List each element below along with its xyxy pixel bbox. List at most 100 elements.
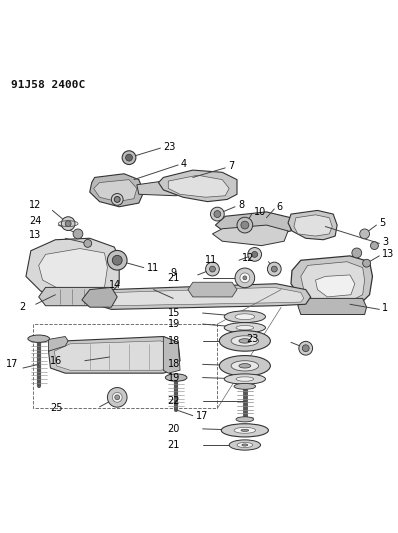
Polygon shape	[163, 336, 180, 373]
Ellipse shape	[224, 374, 265, 384]
Circle shape	[206, 262, 219, 276]
Circle shape	[209, 266, 215, 272]
Polygon shape	[213, 225, 288, 246]
Ellipse shape	[224, 311, 265, 322]
Text: 21: 21	[168, 440, 180, 450]
Text: 20: 20	[168, 424, 180, 434]
Polygon shape	[49, 336, 180, 373]
Polygon shape	[55, 341, 174, 370]
Text: 8: 8	[238, 200, 244, 211]
Polygon shape	[98, 287, 304, 306]
Text: 11: 11	[147, 263, 159, 272]
Ellipse shape	[165, 374, 187, 381]
Circle shape	[299, 341, 312, 355]
Ellipse shape	[219, 330, 270, 351]
Circle shape	[271, 266, 277, 272]
Text: 17: 17	[6, 359, 19, 369]
Text: 11: 11	[205, 255, 217, 265]
Circle shape	[360, 229, 369, 239]
Polygon shape	[137, 180, 193, 196]
Polygon shape	[94, 180, 137, 201]
Polygon shape	[82, 287, 117, 307]
Ellipse shape	[231, 361, 259, 371]
Polygon shape	[39, 248, 107, 291]
Text: 22: 22	[168, 396, 180, 406]
Text: 5: 5	[379, 218, 386, 228]
Ellipse shape	[231, 336, 259, 346]
Text: 12: 12	[242, 253, 255, 263]
Circle shape	[240, 273, 250, 283]
Ellipse shape	[235, 314, 255, 320]
Circle shape	[241, 221, 249, 229]
Polygon shape	[188, 282, 237, 297]
Text: 18: 18	[168, 336, 180, 346]
Circle shape	[214, 211, 221, 217]
Circle shape	[243, 276, 247, 280]
Ellipse shape	[229, 440, 261, 450]
Text: 17: 17	[196, 411, 208, 421]
Text: 18: 18	[168, 359, 180, 369]
Polygon shape	[90, 174, 144, 207]
Text: 2: 2	[19, 302, 25, 312]
Circle shape	[112, 392, 122, 402]
Circle shape	[61, 217, 75, 230]
Text: 7: 7	[228, 161, 234, 172]
Polygon shape	[294, 215, 332, 236]
Circle shape	[237, 217, 253, 233]
Text: 13: 13	[382, 249, 394, 260]
Ellipse shape	[224, 322, 265, 333]
Circle shape	[107, 251, 127, 270]
Circle shape	[126, 154, 133, 161]
Text: 19: 19	[168, 373, 180, 383]
Text: 15: 15	[168, 308, 180, 318]
Circle shape	[302, 345, 309, 352]
Polygon shape	[168, 175, 229, 197]
Text: 9: 9	[170, 269, 176, 278]
Circle shape	[267, 262, 281, 276]
Text: 14: 14	[109, 280, 121, 290]
Text: 19: 19	[168, 319, 180, 329]
Text: 1: 1	[382, 303, 388, 313]
Text: 3: 3	[382, 237, 388, 247]
Ellipse shape	[239, 338, 251, 343]
Polygon shape	[26, 238, 119, 298]
Circle shape	[111, 193, 123, 205]
Circle shape	[84, 239, 92, 247]
Text: 6: 6	[276, 202, 283, 212]
Text: 4: 4	[181, 158, 187, 168]
Circle shape	[371, 241, 378, 249]
Ellipse shape	[241, 429, 249, 431]
Ellipse shape	[236, 417, 254, 422]
Circle shape	[352, 248, 362, 258]
Polygon shape	[298, 298, 367, 314]
Ellipse shape	[239, 364, 251, 368]
Text: 23: 23	[246, 334, 259, 344]
Circle shape	[73, 229, 83, 239]
Ellipse shape	[234, 427, 256, 433]
Text: 23: 23	[163, 142, 176, 152]
Circle shape	[115, 395, 120, 400]
Text: 10: 10	[254, 207, 266, 217]
Ellipse shape	[234, 383, 256, 389]
Polygon shape	[316, 275, 355, 297]
Polygon shape	[301, 262, 365, 302]
Ellipse shape	[221, 424, 268, 437]
Circle shape	[112, 255, 122, 265]
Text: 13: 13	[29, 230, 41, 240]
Ellipse shape	[236, 326, 254, 330]
Polygon shape	[158, 170, 237, 201]
Text: 25: 25	[50, 403, 62, 414]
Circle shape	[65, 221, 71, 227]
Circle shape	[248, 247, 261, 261]
Polygon shape	[215, 212, 291, 236]
Ellipse shape	[236, 377, 254, 381]
Circle shape	[107, 387, 127, 407]
Text: 91J58 2400C: 91J58 2400C	[11, 80, 86, 90]
Circle shape	[122, 151, 136, 165]
Polygon shape	[49, 336, 68, 351]
Polygon shape	[92, 284, 310, 309]
Circle shape	[211, 207, 224, 221]
Circle shape	[252, 252, 258, 257]
Circle shape	[363, 259, 371, 267]
Ellipse shape	[219, 356, 270, 376]
